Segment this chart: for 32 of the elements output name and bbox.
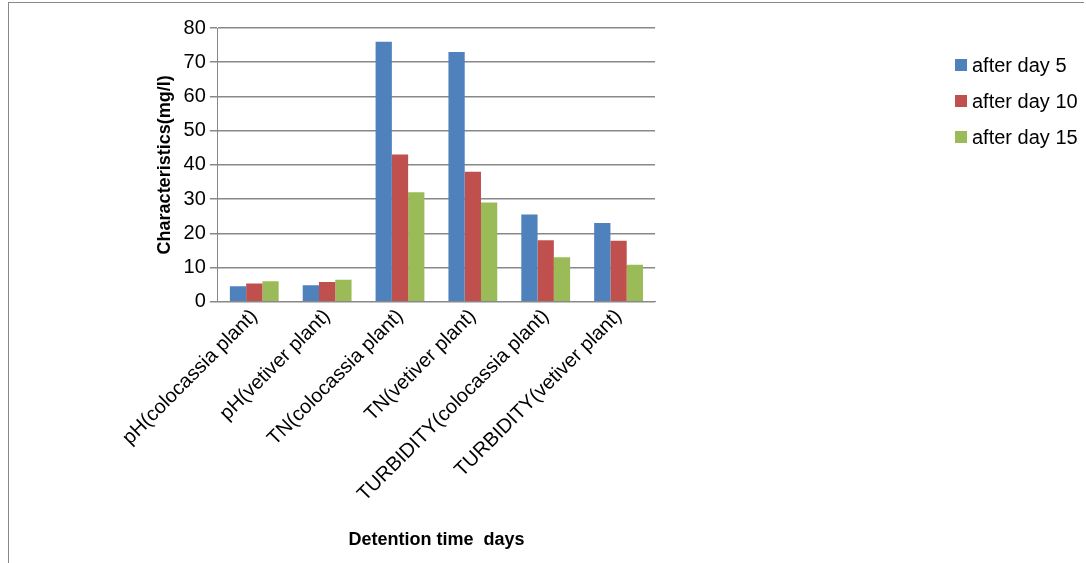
bar	[319, 281, 336, 301]
bar	[553, 257, 571, 301]
y-tick-label: 60	[183, 83, 206, 106]
y-axis-title: Characteristics(mg/l)	[153, 75, 174, 255]
bar	[408, 192, 425, 301]
y-tick-label: 0	[194, 289, 206, 312]
bar	[246, 283, 263, 301]
y-tick-label: 30	[183, 186, 206, 209]
bar	[229, 286, 247, 301]
bar	[521, 214, 538, 301]
legend-label: after day 15	[972, 125, 1078, 150]
bar	[480, 202, 498, 301]
y-tick-label: 20	[183, 220, 206, 243]
y-tick-label: 50	[183, 118, 206, 141]
legend-label: after day 10	[972, 89, 1078, 114]
y-tick-label: 40	[183, 152, 206, 175]
bar	[594, 223, 611, 301]
bar	[391, 154, 409, 301]
y-tick-label: 70	[183, 49, 206, 72]
bar	[335, 279, 352, 301]
y-tick-label: 80	[183, 15, 206, 38]
bar	[262, 281, 279, 301]
bar	[375, 41, 392, 301]
y-tick-label: 10	[183, 255, 206, 278]
bar	[302, 285, 319, 301]
legend-label: after day 5	[972, 53, 1067, 78]
bar	[448, 51, 465, 301]
bar	[464, 171, 481, 301]
bar	[626, 264, 643, 301]
bar	[537, 240, 554, 301]
bar	[610, 240, 627, 301]
x-axis-title: Detention time days	[348, 529, 525, 550]
